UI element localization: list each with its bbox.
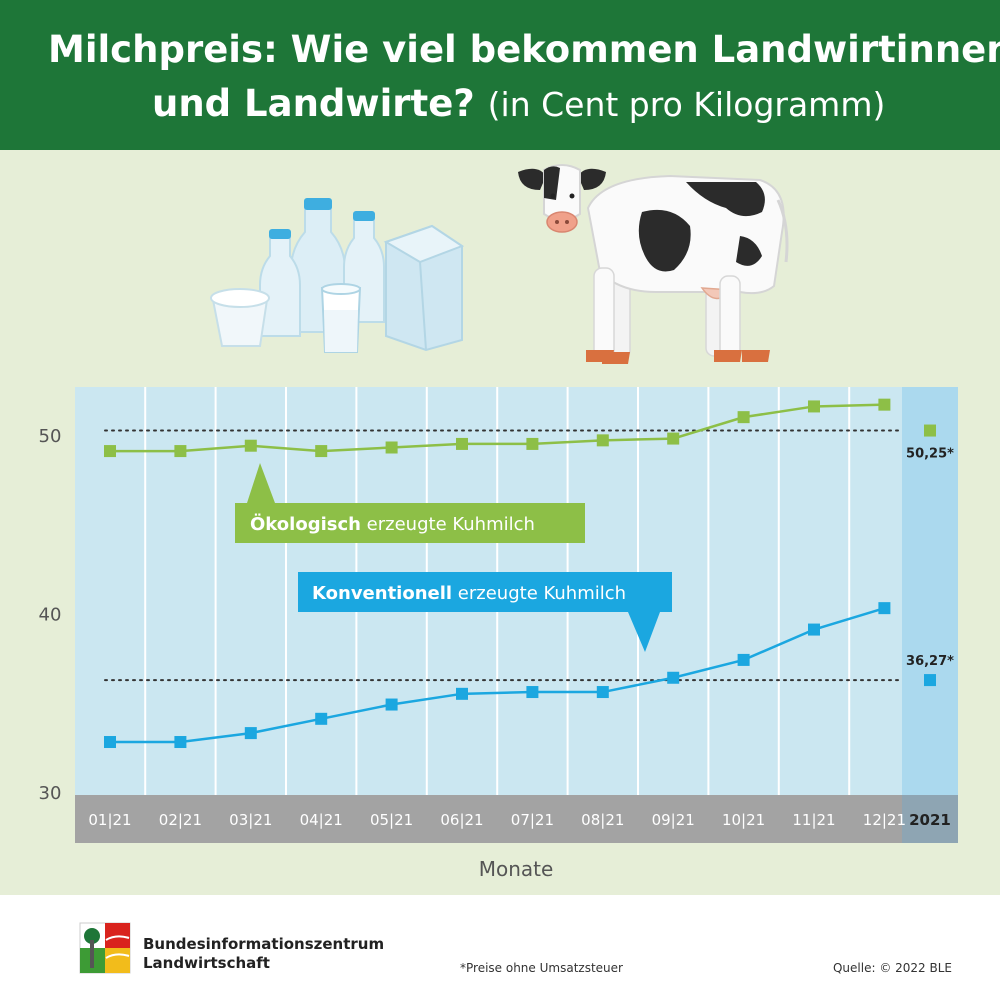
annual-data-point bbox=[924, 674, 936, 687]
data-point bbox=[315, 445, 328, 458]
x-tick-label: 04|21 bbox=[300, 811, 343, 829]
series-line bbox=[110, 403, 885, 453]
data-point bbox=[526, 686, 539, 699]
data-point bbox=[174, 736, 187, 749]
data-point bbox=[244, 439, 257, 452]
data-point bbox=[667, 671, 680, 684]
footnote: *Preise ohne Umsatzsteuer bbox=[460, 961, 623, 975]
organization-name: Bundesinformationszentrum Landwirtschaft bbox=[143, 935, 384, 973]
series-layer bbox=[104, 398, 936, 749]
data-point bbox=[174, 445, 187, 458]
data-point bbox=[737, 653, 750, 666]
callout-conventional-bold: Konventionell bbox=[312, 583, 452, 604]
callout-organic-bold: Ökologisch bbox=[250, 513, 361, 535]
callout-organic-box bbox=[235, 463, 585, 543]
x-tick-label-annual: 2021 bbox=[909, 811, 951, 829]
data-point bbox=[808, 623, 820, 636]
callout-conventional-rest: erzeugte Kuhmilch bbox=[452, 583, 626, 604]
title-line-2: und Landwirte? (in Cent pro Kilogramm) bbox=[152, 82, 885, 127]
annual-data-point bbox=[924, 424, 936, 437]
data-point bbox=[456, 437, 468, 450]
logo-icon bbox=[79, 922, 131, 974]
series-line bbox=[110, 606, 885, 744]
data-point bbox=[596, 686, 609, 699]
callout-organic-rest: erzeugte Kuhmilch bbox=[361, 514, 535, 535]
annual-value-label: 36,27* bbox=[906, 654, 954, 669]
x-axis-label: Monate bbox=[479, 857, 554, 881]
header: Milchpreis: Wie viel bekommen Landwirtin… bbox=[0, 0, 1000, 150]
x-tick-label: 09|21 bbox=[652, 811, 695, 829]
x-tick-label: 03|21 bbox=[229, 811, 272, 829]
x-tick-label: 06|21 bbox=[440, 811, 483, 829]
data-point bbox=[526, 437, 539, 450]
title-line-1: Milchpreis: Wie viel bekommen Landwirtin… bbox=[48, 28, 1000, 71]
data-point bbox=[104, 736, 116, 749]
x-tick-label: 12|21 bbox=[863, 811, 906, 829]
x-axis-ticks: 01|21 02|21 03|21 04|21 05|21 06|21 07|21 08|21… bbox=[88, 811, 950, 829]
x-tick-label: 08|21 bbox=[581, 811, 624, 829]
organization-line-2: Landwirtschaft bbox=[143, 954, 270, 972]
callout-organic: Ökologisch erzeugte Kuhmilch bbox=[235, 463, 585, 543]
annual-value-label: 50,25* bbox=[906, 447, 954, 462]
data-point bbox=[385, 441, 398, 454]
data-point bbox=[737, 411, 750, 424]
x-tick-label: 01|21 bbox=[88, 811, 131, 829]
callout-conventional: Konventionell erzeugte Kuhmilch bbox=[298, 572, 672, 652]
organization-line-1: Bundesinformationszentrum bbox=[143, 935, 385, 953]
data-point bbox=[315, 712, 328, 725]
data-point bbox=[456, 687, 468, 700]
y-axis-ticks: 30 40 50 bbox=[39, 426, 62, 804]
title-main-2: und Landwirte? bbox=[152, 82, 475, 125]
data-point bbox=[244, 727, 257, 740]
y-tick-label: 40 bbox=[39, 605, 62, 626]
callout-conventional-label: Konventionell erzeugte Kuhmilch bbox=[312, 583, 626, 604]
data-point bbox=[878, 602, 891, 615]
y-tick-label: 50 bbox=[39, 426, 62, 447]
data-point bbox=[385, 698, 398, 711]
x-axis-annual-cell bbox=[902, 795, 958, 843]
data-point bbox=[808, 400, 820, 413]
x-axis-bar bbox=[75, 795, 902, 843]
x-tick-label: 05|21 bbox=[370, 811, 413, 829]
data-point bbox=[104, 445, 116, 458]
x-tick-label: 02|21 bbox=[159, 811, 202, 829]
milk-products-icon bbox=[210, 198, 465, 353]
data-point bbox=[596, 434, 609, 447]
annual-reference-lines: 50,25* 36,27* bbox=[104, 429, 954, 682]
x-tick-label: 10|21 bbox=[722, 811, 765, 829]
callout-organic-label: Ökologisch erzeugte Kuhmilch bbox=[250, 513, 535, 535]
x-tick-label: 11|21 bbox=[792, 811, 835, 829]
x-tick-label: 07|21 bbox=[511, 811, 554, 829]
title-unit: (in Cent pro Kilogramm) bbox=[487, 85, 886, 124]
data-point bbox=[667, 432, 680, 445]
callout-conventional-box bbox=[298, 572, 672, 652]
data-point bbox=[878, 398, 891, 411]
cow-icon bbox=[518, 164, 789, 364]
annual-column bbox=[902, 387, 958, 795]
y-tick-label: 30 bbox=[39, 783, 62, 804]
source-note: Quelle: © 2022 BLE bbox=[832, 961, 952, 975]
